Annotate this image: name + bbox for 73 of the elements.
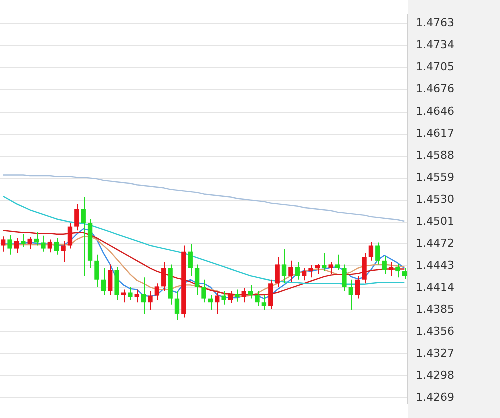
- candlestick: [235, 289, 240, 302]
- candlestick: [376, 242, 380, 266]
- y-tick-label: 1.4269: [416, 390, 454, 404]
- candlestick: [342, 264, 347, 292]
- candlestick: [275, 256, 280, 288]
- y-tick-label: 1.4385: [416, 303, 454, 316]
- candlestick: [154, 283, 160, 301]
- y-tick-label: 1.4356: [416, 325, 454, 338]
- y-tick-label: 1.4588: [416, 149, 454, 162]
- candlestick: [322, 252, 327, 272]
- candlestick: [48, 239, 53, 254]
- candlestick: [108, 264, 113, 296]
- candlestick: [28, 236, 32, 250]
- candlestick: [302, 268, 307, 282]
- y-tick-label: 1.4617: [416, 127, 454, 140]
- candlestick: [362, 252, 367, 284]
- y-tick-label: 1.4443: [416, 259, 454, 272]
- candlestick: [174, 290, 180, 321]
- candlestick: [101, 268, 106, 296]
- y-tick-label: 1.4559: [416, 171, 454, 184]
- candlestick: [355, 276, 360, 300]
- candlestick: [396, 263, 400, 278]
- y-tick-label: 1.4298: [416, 368, 454, 382]
- y-tick-label: 1.4763: [416, 16, 454, 30]
- candlestick: [162, 262, 166, 292]
- candlestick: [61, 240, 66, 263]
- candlestick: [81, 196, 86, 277]
- candlestick: [308, 264, 314, 278]
- candlestick: [368, 241, 374, 262]
- candlestick: [202, 279, 206, 304]
- candlestick: [148, 290, 153, 311]
- candlestick: [194, 264, 200, 296]
- candlestick: [402, 268, 407, 280]
- y-tick-label: 1.4646: [416, 105, 454, 118]
- y-tick-label: 1.4530: [416, 193, 454, 206]
- candlestick: [121, 289, 126, 304]
- candlestick: [128, 286, 133, 301]
- candlestick: [295, 262, 300, 280]
- y-tick-label: 1.4472: [416, 237, 454, 250]
- candlestick: [388, 262, 394, 277]
- y-tick-label: 1.4327: [416, 346, 454, 360]
- candlestick: [141, 277, 146, 314]
- candlestick: [8, 234, 12, 256]
- candlestick: [282, 249, 287, 284]
- candlestick: [242, 288, 246, 304]
- candlestick: [14, 238, 20, 254]
- y-tick-label: 1.4734: [416, 38, 454, 52]
- candlestick: [328, 262, 334, 276]
- y-tick-label: 1.4705: [416, 60, 454, 74]
- candlestick: [134, 289, 140, 304]
- candlestick: [348, 279, 354, 311]
- candlestick: [248, 284, 254, 300]
- candlestick: [21, 234, 26, 248]
- candlestick: [94, 254, 100, 288]
- candlestick: [262, 294, 267, 311]
- candlestick: [335, 254, 340, 271]
- candlestick: [228, 290, 234, 304]
- candlestick: [255, 290, 260, 307]
- y-tick-label: 1.4676: [416, 82, 454, 96]
- candlestick: [1, 236, 6, 252]
- candlestick: [268, 279, 274, 310]
- candlestick: [288, 260, 294, 283]
- candlestick: [215, 292, 220, 314]
- y-tick-label: 1.4414: [416, 281, 454, 294]
- candlestick: [41, 235, 46, 252]
- candlestick: [68, 222, 73, 250]
- candlestick: [54, 238, 60, 256]
- y-tick-label: 1.4501: [416, 215, 454, 228]
- candlestick: [222, 290, 226, 306]
- candlestick: [382, 256, 387, 276]
- candlestick: [188, 244, 193, 277]
- candlestick: [74, 204, 80, 232]
- candlestick: [315, 263, 320, 276]
